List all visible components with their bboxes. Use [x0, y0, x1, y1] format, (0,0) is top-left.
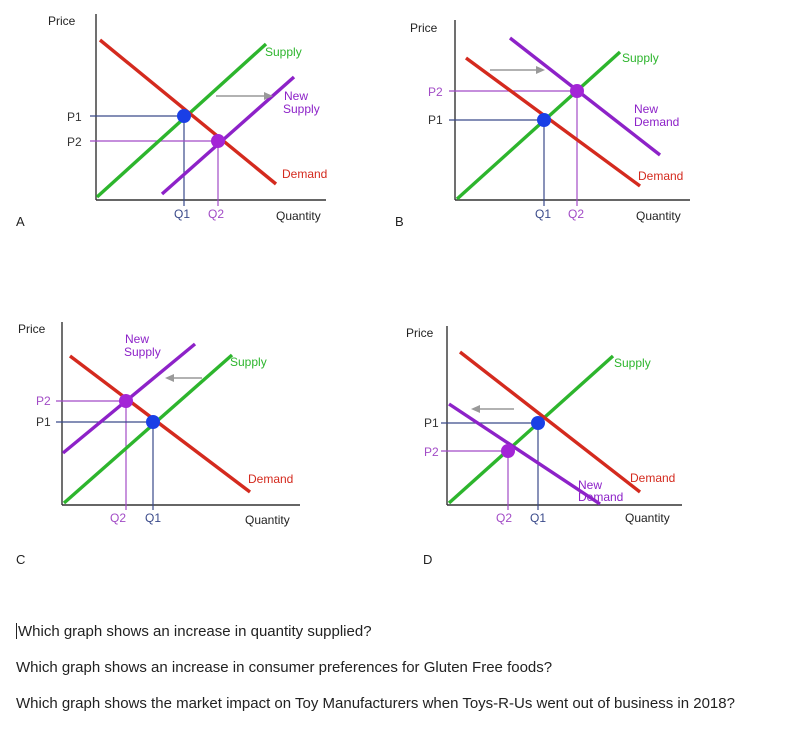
supply-curve	[62, 353, 234, 505]
supply-curve	[455, 50, 622, 201]
supply-label: Supply	[622, 51, 659, 65]
panel-letter: D	[423, 552, 433, 567]
new-equilibrium-point	[570, 84, 584, 98]
p-upper-label: P1	[67, 110, 82, 124]
p-upper-label: P1	[424, 416, 439, 430]
demand-label: Demand	[282, 167, 327, 181]
demand-curve	[464, 56, 642, 188]
graph-b-svg: Price Quantity Supply New Demand Demand …	[410, 20, 690, 223]
demand-label: Demand	[248, 472, 293, 486]
panel-letter: B	[395, 214, 404, 229]
new-curve-label-line2: Demand	[578, 490, 623, 504]
price-axis-label: Price	[18, 322, 46, 336]
panel-letter: A	[16, 214, 25, 229]
question-item: Which graph shows an increase in quantit…	[16, 622, 784, 642]
demand-label: Demand	[630, 471, 675, 485]
graph-a-svg: Price Quantity Supply New Supply Demand …	[48, 14, 327, 223]
new-equilibrium-point	[211, 134, 225, 148]
price-axis-label: Price	[410, 21, 438, 35]
new-curve-label-line2: Supply	[124, 345, 161, 359]
text-cursor	[16, 623, 17, 639]
question-item: Which graph shows the market impact on T…	[16, 694, 784, 714]
new-curve-label-line2: Supply	[283, 102, 320, 116]
price-axis-label: Price	[48, 14, 76, 28]
quantity-axis-label: Quantity	[245, 513, 290, 527]
q-right-label: Q1	[530, 511, 546, 525]
demand-curve	[458, 350, 642, 494]
q-right-label: Q2	[208, 207, 224, 221]
p-lower-label: P1	[428, 113, 443, 127]
graph-c-svg: Price Quantity New Supply Supply Demand …	[18, 322, 300, 527]
graph-c: Price Quantity New Supply Supply Demand …	[0, 300, 380, 580]
new-curve-label-line1: New	[634, 102, 658, 116]
supply-label: Supply	[265, 45, 302, 59]
shift-arrow-head	[264, 92, 273, 100]
panel-letter: C	[16, 552, 26, 567]
supply-label: Supply	[614, 356, 651, 370]
new-demand-curve	[448, 402, 601, 506]
shift-arrow-head	[471, 405, 480, 413]
q-right-label: Q1	[145, 511, 161, 525]
question-item: Which graph shows an increase in consume…	[16, 658, 784, 678]
graph-a: Price Quantity Supply New Supply Demand …	[0, 0, 380, 240]
p-upper-label: P2	[428, 85, 443, 99]
question-text: Which graph shows an increase in consume…	[16, 659, 553, 676]
quantity-axis-label: Quantity	[276, 209, 321, 223]
new-supply-curve	[160, 75, 296, 196]
shift-arrow-head	[165, 374, 174, 382]
new-curve-label-line2: Demand	[634, 115, 679, 129]
quantity-axis-label: Quantity	[625, 511, 670, 525]
question-text: Which graph shows an increase in quantit…	[18, 623, 372, 640]
graph-d-svg: Price Quantity Supply New Demand Demand …	[406, 326, 682, 525]
new-demand-curve	[508, 36, 662, 157]
q-left-label: Q1	[535, 207, 551, 221]
graph-b: Price Quantity Supply New Demand Demand …	[0, 0, 792, 240]
question-list: Which graph shows an increase in quantit…	[16, 622, 784, 730]
original-equilibrium-point	[537, 113, 551, 127]
new-curve-label-line1: New	[125, 332, 149, 346]
original-equilibrium-point	[531, 416, 545, 430]
shift-arrow-head	[536, 66, 545, 74]
quantity-axis-label: Quantity	[636, 209, 681, 223]
supply-label: Supply	[230, 355, 267, 369]
demand-label: Demand	[638, 169, 683, 183]
new-equilibrium-point	[501, 444, 515, 458]
new-curve-label-line1: New	[578, 478, 602, 492]
original-equilibrium-point	[177, 109, 191, 123]
q-left-label: Q2	[496, 511, 512, 525]
original-equilibrium-point	[146, 415, 160, 429]
graph-d: Price Quantity Supply New Demand Demand …	[0, 300, 792, 580]
new-equilibrium-point	[119, 394, 133, 408]
p-lower-label: P2	[67, 135, 82, 149]
p-lower-label: P2	[424, 445, 439, 459]
new-curve-label-line1: New	[284, 89, 308, 103]
price-axis-label: Price	[406, 326, 434, 340]
demand-curve	[68, 354, 252, 494]
q-right-label: Q2	[568, 207, 584, 221]
q-left-label: Q1	[174, 207, 190, 221]
supply-curve	[447, 354, 615, 505]
p-upper-label: P2	[36, 394, 51, 408]
q-left-label: Q2	[110, 511, 126, 525]
question-text: Which graph shows the market impact on T…	[16, 695, 735, 712]
p-lower-label: P1	[36, 415, 51, 429]
